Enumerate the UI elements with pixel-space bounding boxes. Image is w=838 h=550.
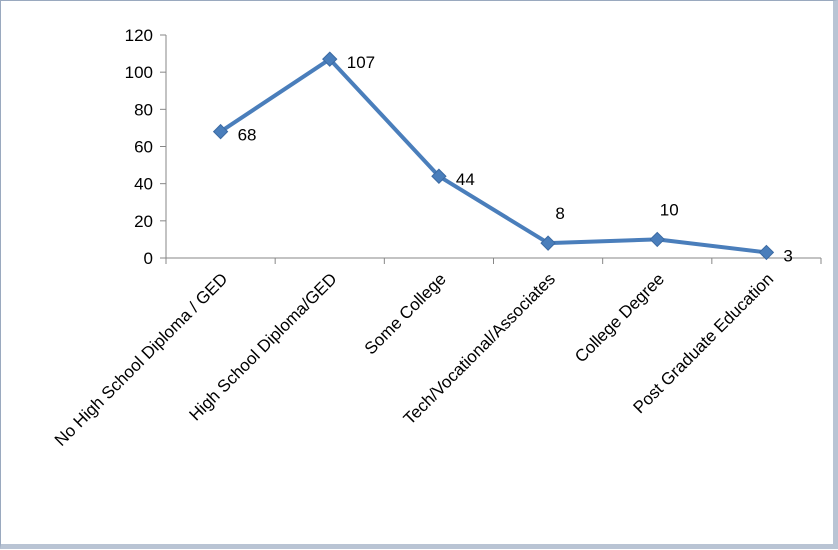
y-tick-label: 60 <box>134 138 153 157</box>
data-point-marker <box>431 168 447 184</box>
x-tick-label: No High School Diploma / GED <box>51 269 231 449</box>
x-tick-label: Some College <box>361 269 450 358</box>
y-tick-label: 40 <box>134 175 153 194</box>
data-point-marker <box>322 51 338 67</box>
data-label: 3 <box>783 246 792 265</box>
x-tick-label: College Degree <box>571 269 668 366</box>
y-axis: 0 20 40 60 80 100 120 <box>125 26 167 268</box>
data-label: 10 <box>660 200 679 219</box>
data-point-marker <box>649 231 665 248</box>
y-tick-label: 120 <box>125 26 153 45</box>
series-polyline <box>218 57 769 255</box>
data-labels: 68 107 44 8 10 3 <box>238 53 793 265</box>
y-tick-label: 0 <box>144 249 153 268</box>
data-label: 68 <box>238 126 257 145</box>
data-point-marker <box>212 123 229 140</box>
series-markers <box>212 51 775 261</box>
series-line <box>218 57 769 255</box>
y-tick-label: 100 <box>125 63 153 82</box>
data-point-marker <box>758 244 775 261</box>
y-tick-label: 80 <box>134 100 153 119</box>
data-label: 44 <box>456 170 475 189</box>
y-tick-label: 20 <box>134 212 153 231</box>
data-label: 8 <box>555 204 564 223</box>
data-point-marker <box>540 235 556 251</box>
data-label: 107 <box>347 53 375 72</box>
x-axis <box>165 257 822 264</box>
